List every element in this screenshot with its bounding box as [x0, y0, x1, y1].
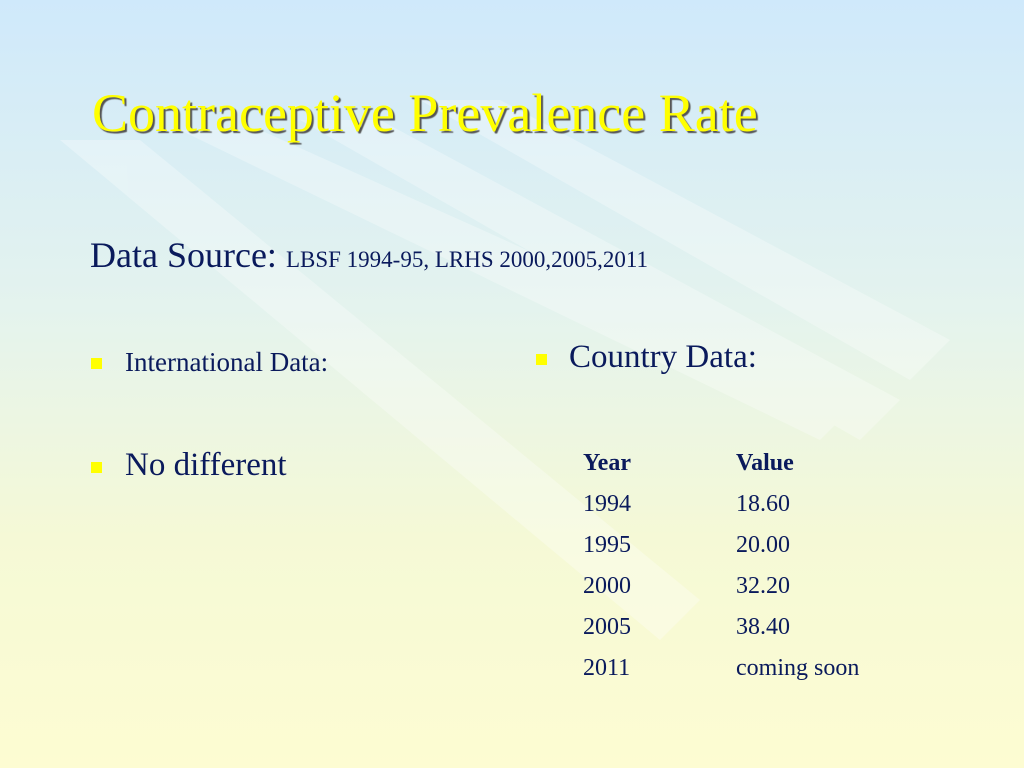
bullet-text: International Data:: [125, 347, 329, 377]
source-label: Data Source:: [90, 235, 277, 275]
table-cell: 1994: [583, 491, 631, 517]
table-cell: 1995: [583, 532, 631, 558]
table-cell: 20.00: [736, 532, 790, 558]
table-cell: 18.60: [736, 491, 790, 517]
data-source: Data Source: LBSF 1994-95, LRHS 2000,200…: [90, 234, 648, 276]
bullet-icon: [536, 354, 547, 365]
table-cell: 2000: [583, 573, 631, 599]
table-cell: 38.40: [736, 614, 790, 640]
table-cell: Value: [736, 450, 794, 476]
table-cell: 2011: [583, 655, 631, 681]
bullet-text: No different: [125, 447, 287, 483]
table-cell: 2005: [583, 614, 631, 640]
table-cell: coming soon: [736, 655, 860, 681]
bullet-icon: [91, 358, 102, 369]
bullet-icon: [91, 462, 102, 473]
table-cell: Year: [583, 450, 631, 476]
slide-title: Contraceptive Prevalence Rate: [92, 83, 758, 143]
table-cell: 32.20: [736, 573, 790, 599]
source-text: LBSF 1994-95, LRHS 2000,2005,2011: [285, 247, 649, 272]
bullet-text: Country Data:: [569, 339, 757, 375]
